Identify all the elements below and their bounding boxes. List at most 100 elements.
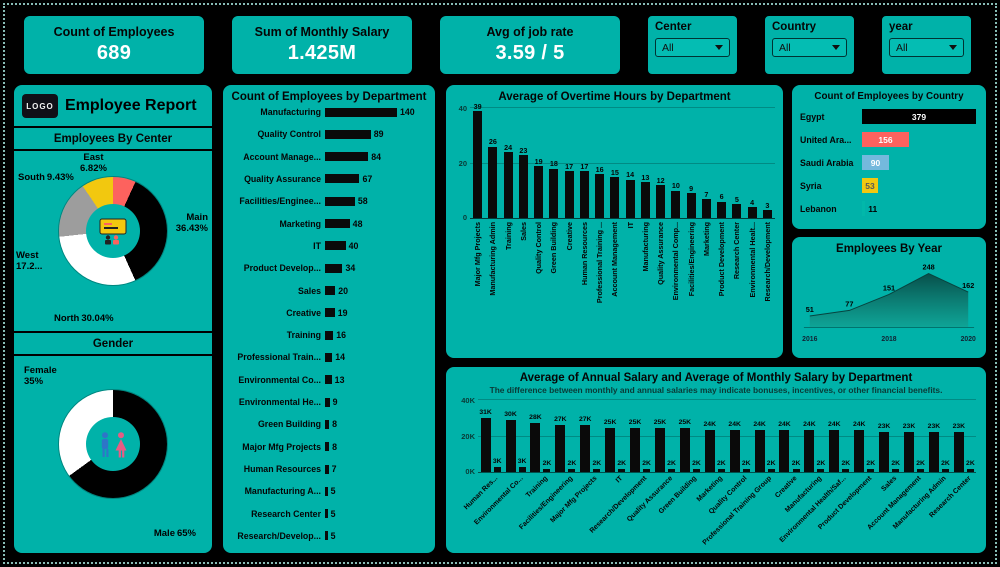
bar-row[interactable]: Research/Develop... 5 <box>230 531 428 541</box>
bar[interactable] <box>640 182 650 218</box>
bar-row[interactable]: Research Center 5 <box>230 509 428 519</box>
bar[interactable] <box>473 110 483 218</box>
bar-group[interactable]: 25K 2K <box>652 420 677 472</box>
bar-row[interactable]: Product Develop... 34 <box>230 263 428 273</box>
bar[interactable] <box>762 209 772 218</box>
bar[interactable] <box>568 468 576 472</box>
bar[interactable] <box>325 152 369 162</box>
bar[interactable] <box>605 428 616 472</box>
bar[interactable] <box>593 468 601 472</box>
bar[interactable] <box>325 286 336 295</box>
bar-row[interactable]: Manufacturing 140 <box>230 107 428 117</box>
bar-column[interactable]: 5 <box>729 196 744 218</box>
bar[interactable] <box>686 193 696 218</box>
bar[interactable] <box>518 154 528 218</box>
bar[interactable] <box>480 417 491 472</box>
bar-group[interactable]: 27K 2K <box>553 416 578 472</box>
bar[interactable] <box>325 464 329 474</box>
bar[interactable] <box>534 165 544 218</box>
bar-group[interactable]: 24K 2K <box>827 421 852 472</box>
bar-group[interactable]: 24K 2K <box>727 421 752 472</box>
bar-row[interactable]: IT 40 <box>230 241 428 251</box>
bar-row[interactable]: Creative 19 <box>230 308 428 318</box>
bar[interactable] <box>928 431 939 472</box>
bar-row[interactable]: Major Mfg Projects 8 <box>230 442 428 452</box>
bar[interactable] <box>325 352 333 362</box>
bar-column[interactable]: 10 <box>668 182 683 218</box>
bar[interactable] <box>595 174 605 218</box>
bar-column[interactable]: 23 <box>516 146 531 218</box>
bar[interactable] <box>701 198 711 218</box>
bar-group[interactable]: 24K 2K <box>702 421 727 472</box>
salary-chart[interactable]: 0K 20K 40K 31K 3K 30K 3K 28K 2K 27K 2K 27K 2K 25K 2K 2… <box>456 396 976 551</box>
bar-column[interactable]: 17 <box>562 163 577 218</box>
bar-group[interactable]: 23K 2K <box>901 423 926 472</box>
dept-count-chart[interactable]: Manufacturing 140 Quality Control 89 Account… <box>230 103 428 547</box>
bar[interactable] <box>917 468 925 472</box>
bar[interactable] <box>671 190 681 218</box>
bar[interactable] <box>549 168 559 218</box>
country-dropdown[interactable]: All <box>772 38 847 57</box>
bar-row[interactable]: Quality Control 89 <box>230 129 428 139</box>
bar[interactable] <box>732 204 742 218</box>
bar-column[interactable]: 14 <box>623 171 638 218</box>
employees-by-year-chart[interactable]: 51 77 151 248 162 2016 2018 2020 <box>800 257 978 345</box>
bar-group[interactable]: 23K 2K <box>877 423 902 472</box>
bar[interactable] <box>842 468 850 472</box>
bar[interactable] <box>817 468 825 472</box>
bar[interactable] <box>325 219 350 229</box>
bar-group[interactable]: 25K 2K <box>627 420 652 472</box>
bar[interactable] <box>488 146 498 218</box>
bar[interactable] <box>325 241 346 251</box>
bar[interactable] <box>792 468 800 472</box>
bar[interactable] <box>854 430 865 472</box>
bar[interactable] <box>325 531 328 541</box>
bar[interactable] <box>779 430 790 472</box>
bar-group[interactable]: 24K 2K <box>752 421 777 472</box>
bar[interactable]: 156 <box>862 132 909 147</box>
bar-row[interactable]: Facilities/Enginee... 58 <box>230 196 428 206</box>
bar[interactable] <box>325 196 355 206</box>
country-chart[interactable]: Egypt 379 United Ara... 156 Saudi Arabia 90 Sy… <box>800 105 978 220</box>
bar[interactable] <box>654 428 665 472</box>
bar[interactable] <box>892 468 900 472</box>
bar-row[interactable]: Training 16 <box>230 330 428 340</box>
bar[interactable] <box>325 375 332 385</box>
bar[interactable] <box>325 442 330 452</box>
bar[interactable] <box>625 179 635 218</box>
bar-row[interactable]: Account Manage... 84 <box>230 152 428 162</box>
bar-column[interactable]: 18 <box>546 160 561 218</box>
bar[interactable] <box>555 424 566 472</box>
bar[interactable] <box>325 308 335 318</box>
bar-row[interactable]: Syria 53 <box>800 174 978 197</box>
bar-row[interactable]: Saudi Arabia 90 <box>800 151 978 174</box>
bar[interactable] <box>618 468 626 472</box>
bar[interactable] <box>518 466 526 472</box>
bar-column[interactable]: 6 <box>714 193 729 218</box>
bar-column[interactable]: 17 <box>577 163 592 218</box>
bar[interactable] <box>579 171 589 218</box>
bars[interactable]: 39 26 24 23 19 18 17 17 16 15 14 13 12 10 9 7 6 5 4 3 <box>470 102 775 219</box>
bar[interactable] <box>879 431 890 472</box>
bar[interactable] <box>747 207 757 218</box>
bar[interactable]: 379 <box>862 109 976 124</box>
bar[interactable] <box>630 428 641 472</box>
bar[interactable] <box>862 201 866 216</box>
bar[interactable] <box>692 468 700 472</box>
bar[interactable] <box>543 468 551 472</box>
bar[interactable] <box>867 468 875 472</box>
bar-column[interactable]: 7 <box>699 190 714 218</box>
bar[interactable] <box>325 509 328 519</box>
bar[interactable] <box>564 171 574 218</box>
bar-row[interactable]: Sales 20 <box>230 286 428 296</box>
bar[interactable] <box>610 176 620 218</box>
bar[interactable] <box>904 431 914 472</box>
bar-row[interactable]: Environmental Co... 13 <box>230 375 428 385</box>
bar-column[interactable]: 15 <box>607 168 622 218</box>
year-dropdown[interactable]: All <box>889 38 964 57</box>
bar-group[interactable]: 25K 2K <box>677 420 702 472</box>
bars[interactable]: 31K 3K 30K 3K 28K 2K 27K 2K 27K 2K 25K 2K 25K 2K 25K 2K… <box>478 399 976 473</box>
bar-group[interactable]: 28K 2K <box>528 414 553 472</box>
bar-group[interactable]: 27K 2K <box>578 416 603 472</box>
bar[interactable] <box>580 424 591 472</box>
